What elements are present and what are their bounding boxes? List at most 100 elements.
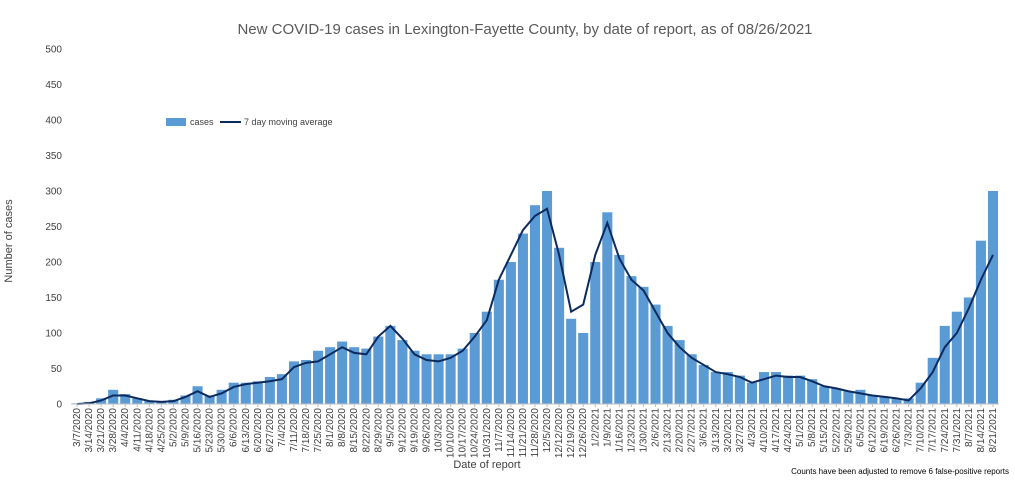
x-tick-label: 12/5/2020 bbox=[542, 408, 553, 453]
x-tick-label: 7/11/2020 bbox=[289, 408, 300, 452]
x-tick-label: 10/17/2020 bbox=[458, 408, 469, 458]
cases-bar bbox=[288, 361, 299, 404]
cases-bar bbox=[807, 379, 818, 404]
x-tick-label: 7/25/2020 bbox=[313, 408, 324, 453]
x-tick-label: 10/3/2020 bbox=[434, 408, 445, 453]
x-tick-label: 3/21/2020 bbox=[96, 408, 107, 453]
cases-bar bbox=[216, 389, 227, 404]
cases-bar bbox=[771, 372, 782, 404]
x-tick-label: 5/16/2020 bbox=[193, 408, 204, 453]
x-tick-label: 6/6/2020 bbox=[229, 408, 240, 447]
cases-bar bbox=[626, 276, 637, 404]
x-tick-label: 5/1/2021 bbox=[795, 408, 806, 447]
cases-bar bbox=[144, 401, 155, 404]
x-tick-label: 9/5/2020 bbox=[385, 408, 396, 447]
cases-bar bbox=[927, 357, 938, 404]
cases-bar bbox=[325, 347, 336, 404]
y-tick-label: 500 bbox=[45, 45, 62, 56]
cases-bar bbox=[686, 354, 697, 404]
cases-bar bbox=[192, 386, 203, 404]
cases-bar bbox=[228, 382, 239, 404]
y-tick-label: 150 bbox=[45, 293, 62, 304]
x-tick-label: 6/27/2020 bbox=[265, 408, 276, 453]
cases-bar bbox=[373, 336, 384, 404]
cases-bar bbox=[831, 388, 842, 404]
legend: cases 7 day moving average bbox=[166, 117, 333, 127]
cases-bar bbox=[385, 325, 396, 404]
cases-bar bbox=[578, 333, 589, 404]
cases-bar bbox=[397, 340, 408, 404]
legend-label-moving-average: 7 day moving average bbox=[244, 117, 333, 127]
cases-bar bbox=[240, 382, 251, 404]
moving-average-line bbox=[76, 207, 994, 405]
cases-bar bbox=[361, 348, 372, 404]
y-tick-label: 50 bbox=[51, 364, 63, 375]
x-tick-label: 11/28/2020 bbox=[530, 408, 541, 458]
x-tick-label: 5/8/2021 bbox=[807, 408, 818, 447]
cases-bar bbox=[710, 372, 721, 404]
x-tick-label: 3/20/2021 bbox=[723, 408, 734, 453]
x-tick-label: 9/26/2020 bbox=[422, 408, 433, 453]
y-tick-label: 200 bbox=[45, 258, 62, 269]
x-tick-label: 4/3/2021 bbox=[747, 408, 758, 447]
x-tick-label: 6/20/2020 bbox=[253, 408, 264, 453]
x-tick-label: 11/14/2020 bbox=[506, 408, 517, 458]
cases-bar bbox=[542, 191, 553, 404]
x-tick-label: 2/6/2021 bbox=[651, 408, 662, 447]
cases-bar bbox=[951, 311, 962, 404]
x-tick-label: 10/10/2020 bbox=[446, 408, 457, 458]
cases-bar bbox=[313, 350, 324, 404]
x-tick-label: 9/12/2020 bbox=[397, 408, 408, 453]
x-tick-label: 4/17/2021 bbox=[771, 408, 782, 453]
y-tick-label: 400 bbox=[45, 116, 62, 127]
footnote: Counts have been adjusted to remove 6 fa… bbox=[791, 467, 1009, 476]
x-tick-label: 4/25/2020 bbox=[156, 408, 167, 453]
x-tick-label: 7/4/2020 bbox=[277, 408, 288, 447]
x-tick-label: 2/27/2021 bbox=[687, 408, 698, 453]
x-tick-label: 6/5/2021 bbox=[855, 408, 866, 447]
cases-bar bbox=[746, 382, 757, 404]
cases-bar bbox=[457, 348, 468, 404]
legend-label-cases: cases bbox=[190, 117, 214, 127]
cases-bar bbox=[638, 286, 649, 404]
cases-bar bbox=[662, 325, 673, 404]
cases-bar bbox=[566, 318, 577, 404]
cases-bar bbox=[481, 311, 492, 404]
cases-bar bbox=[264, 377, 275, 404]
cases-bar bbox=[493, 279, 504, 404]
x-tick-label: 7/10/2021 bbox=[916, 408, 927, 453]
x-tick-label: 4/11/2020 bbox=[132, 408, 143, 452]
x-tick-label: 8/7/2021 bbox=[964, 408, 975, 447]
cases-bar bbox=[783, 375, 794, 404]
cases-bar bbox=[337, 341, 348, 404]
cases-bar bbox=[517, 233, 528, 404]
x-tick-label: 8/8/2020 bbox=[337, 408, 348, 447]
cases-bar bbox=[409, 350, 420, 404]
cases-bar bbox=[722, 372, 733, 404]
x-tick-label: 8/29/2020 bbox=[373, 408, 384, 453]
x-tick-label: 4/24/2021 bbox=[783, 408, 794, 453]
cases-bar bbox=[758, 372, 770, 404]
y-tick-label: 250 bbox=[45, 222, 62, 233]
cases-bar bbox=[939, 325, 950, 404]
x-tick-label: 12/19/2020 bbox=[566, 408, 577, 458]
cases-bar bbox=[855, 389, 866, 404]
x-tick-label: 5/22/2021 bbox=[831, 408, 842, 453]
cases-bar bbox=[276, 374, 287, 404]
bars-cases bbox=[72, 191, 998, 404]
x-tick-label: 5/2/2020 bbox=[168, 408, 179, 447]
x-tick-label: 1/23/2021 bbox=[626, 408, 637, 453]
x-tick-label: 7/24/2021 bbox=[940, 408, 951, 453]
cases-bar bbox=[915, 382, 926, 404]
x-tick-label: 11/7/2020 bbox=[494, 408, 505, 452]
y-tick-label: 350 bbox=[45, 151, 62, 162]
y-tick-label: 100 bbox=[45, 329, 62, 340]
x-tick-label: 6/26/2021 bbox=[892, 408, 903, 453]
cases-bar bbox=[734, 375, 745, 404]
x-tick-label: 5/29/2021 bbox=[843, 408, 854, 453]
x-tick-label: 7/31/2021 bbox=[952, 408, 963, 453]
cases-bar bbox=[674, 340, 685, 404]
x-tick-label: 4/10/2021 bbox=[759, 408, 770, 453]
y-tick-label: 0 bbox=[56, 400, 62, 411]
